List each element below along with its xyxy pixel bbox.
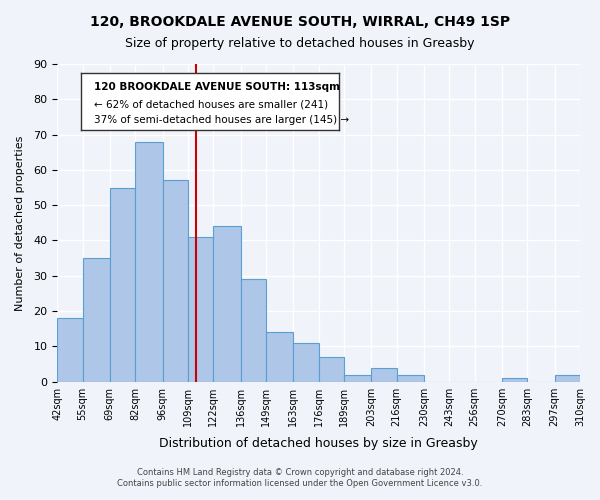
- Bar: [188, 237, 213, 382]
- X-axis label: Distribution of detached houses by size in Greasby: Distribution of detached houses by size …: [159, 437, 478, 450]
- Bar: [213, 226, 241, 382]
- Bar: [241, 280, 266, 382]
- Bar: [319, 357, 344, 382]
- Text: Contains HM Land Registry data © Crown copyright and database right 2024.
Contai: Contains HM Land Registry data © Crown c…: [118, 468, 482, 487]
- Bar: [135, 142, 163, 382]
- Bar: [266, 332, 293, 382]
- Y-axis label: Number of detached properties: Number of detached properties: [15, 135, 25, 310]
- Bar: [163, 180, 188, 382]
- Bar: [83, 258, 110, 382]
- Text: Size of property relative to detached houses in Greasby: Size of property relative to detached ho…: [125, 38, 475, 51]
- Bar: [293, 343, 319, 382]
- Bar: [110, 188, 135, 382]
- Text: ← 62% of detached houses are smaller (241): ← 62% of detached houses are smaller (24…: [94, 99, 328, 109]
- Text: 120, BROOKDALE AVENUE SOUTH, WIRRAL, CH49 1SP: 120, BROOKDALE AVENUE SOUTH, WIRRAL, CH4…: [90, 15, 510, 29]
- Bar: [344, 374, 371, 382]
- Bar: [502, 378, 527, 382]
- Text: 120 BROOKDALE AVENUE SOUTH: 113sqm: 120 BROOKDALE AVENUE SOUTH: 113sqm: [94, 82, 340, 92]
- Bar: [57, 318, 83, 382]
- Bar: [397, 374, 424, 382]
- Text: 37% of semi-detached houses are larger (145) →: 37% of semi-detached houses are larger (…: [94, 114, 349, 124]
- Bar: [554, 374, 580, 382]
- Bar: [371, 368, 397, 382]
